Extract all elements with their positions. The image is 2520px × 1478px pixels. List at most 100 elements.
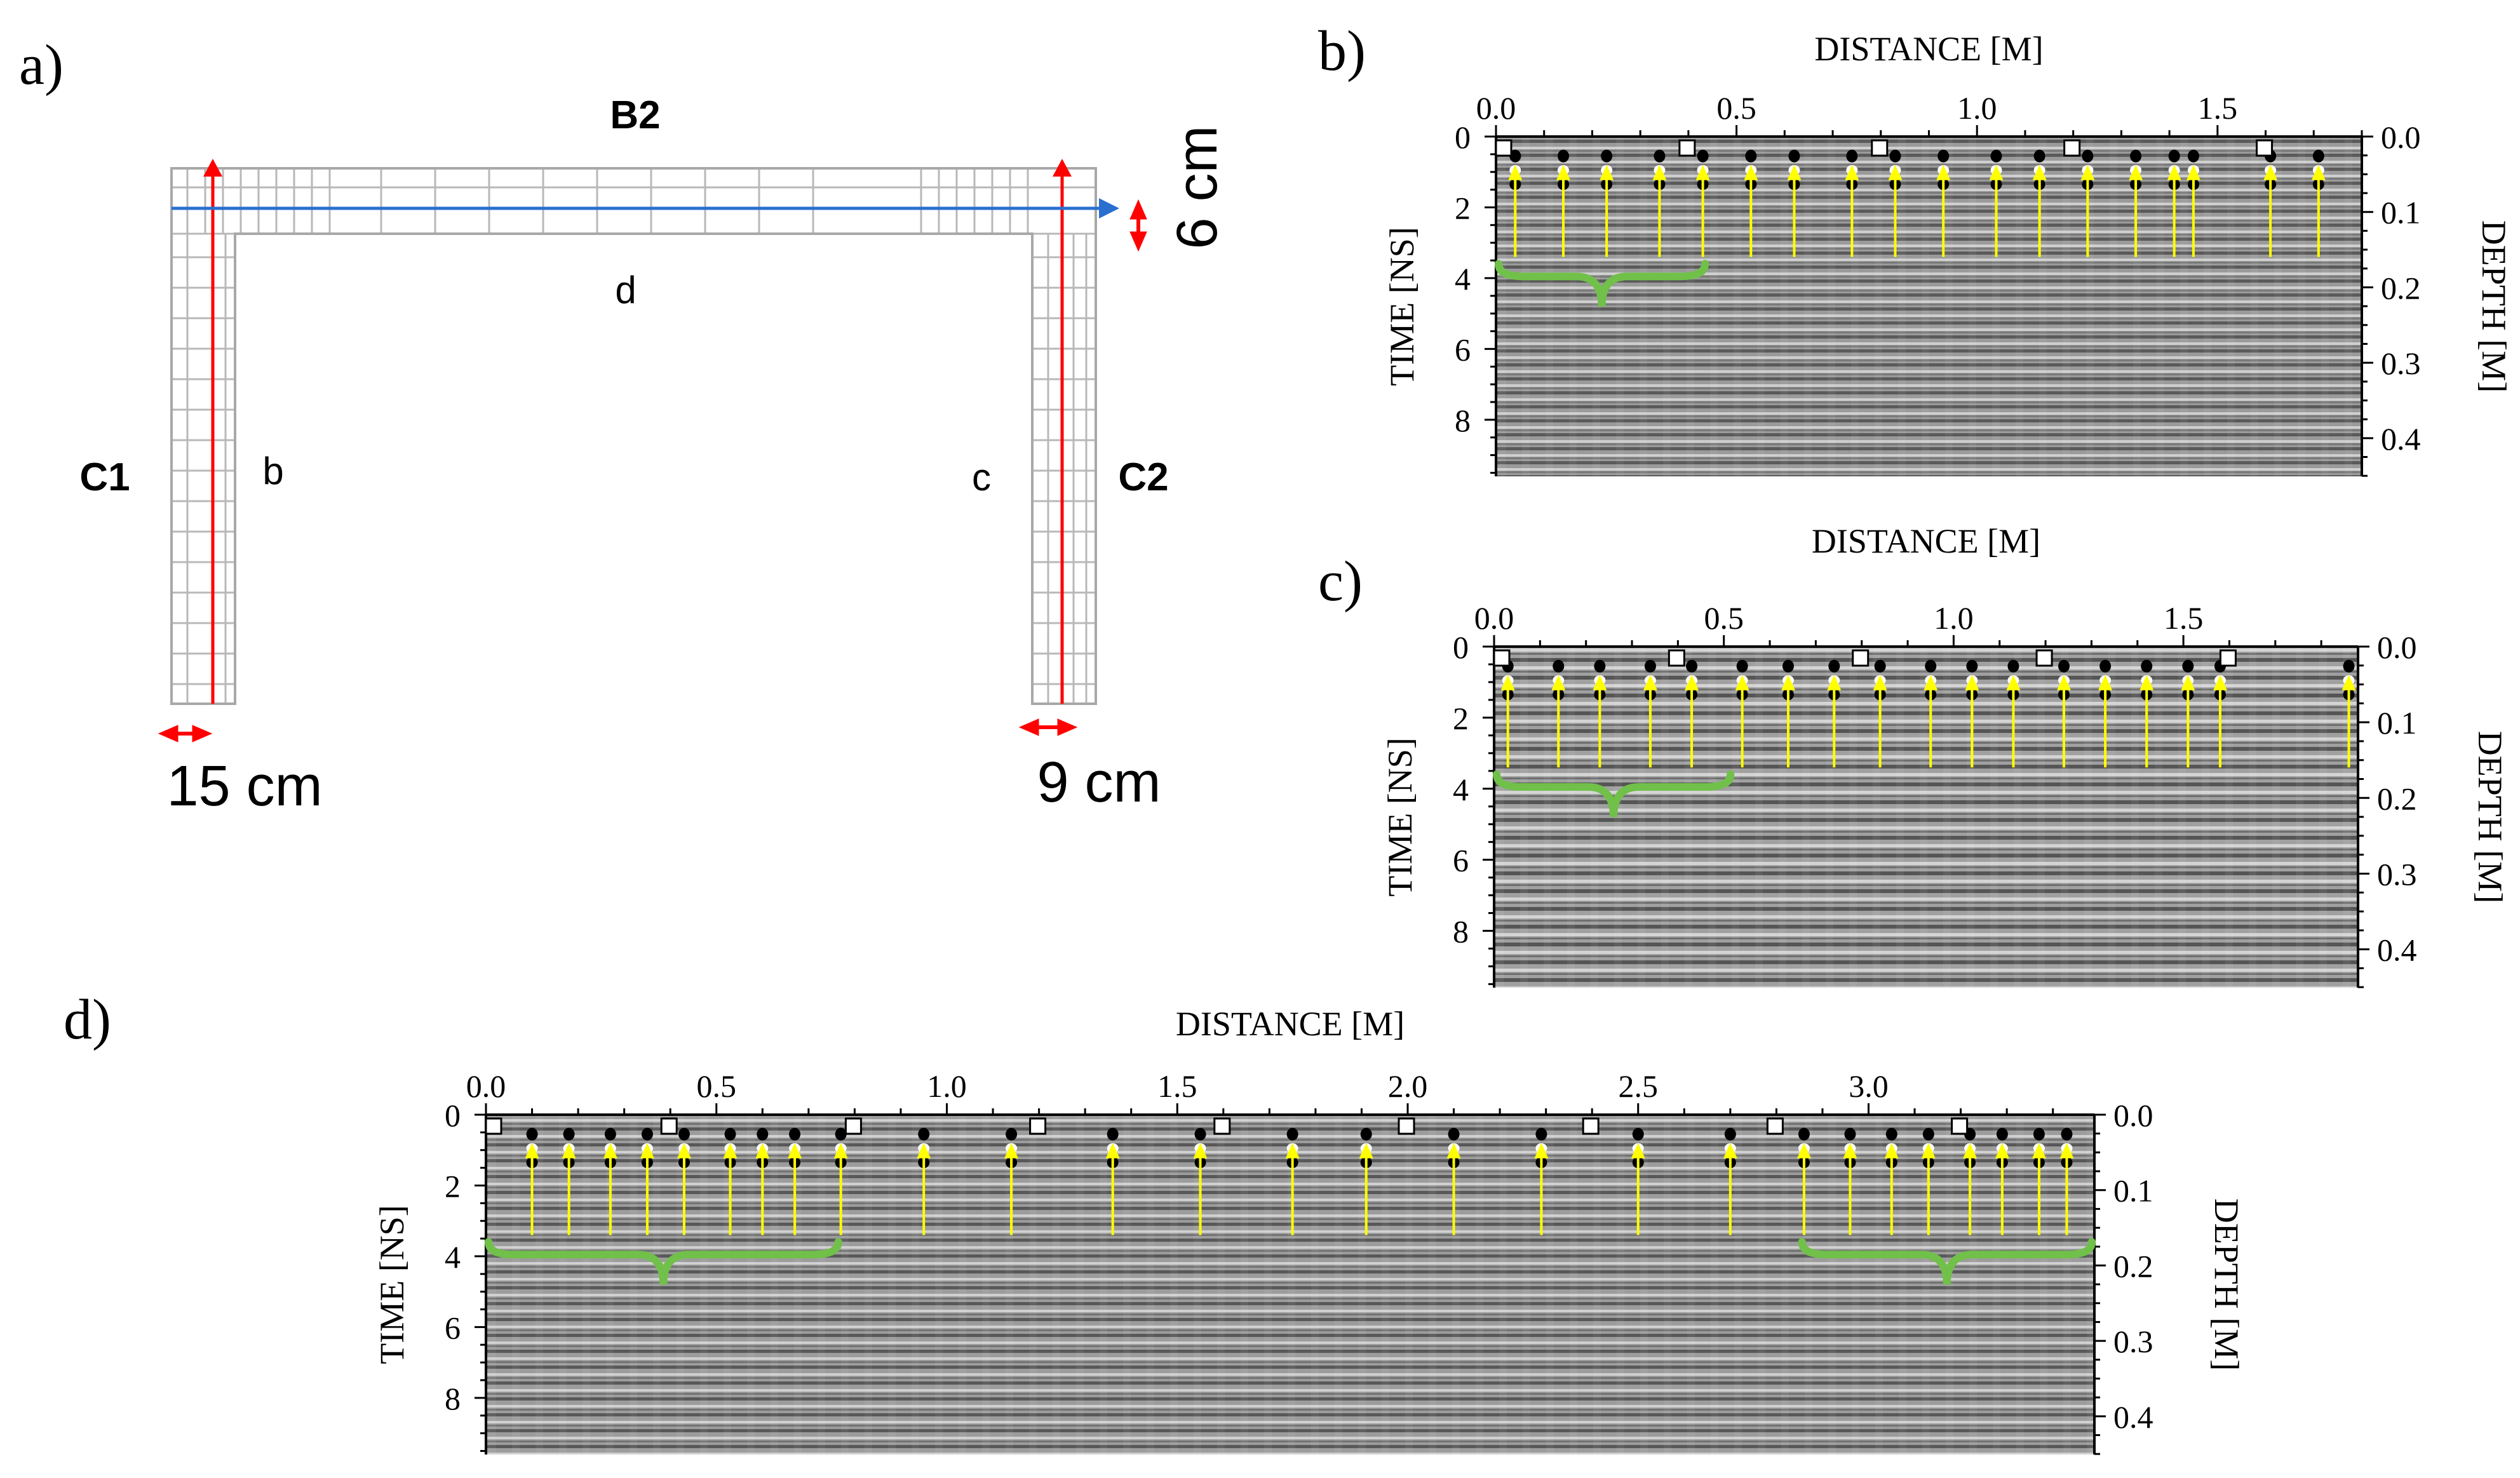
depth-tick-label: 0.2: [2381, 270, 2421, 306]
rebar-arrow: [1744, 165, 1758, 257]
distance-marker: [1213, 1117, 1231, 1135]
rebar-arrow: [1285, 1143, 1300, 1235]
distance-marker: [1668, 649, 1685, 667]
x-axis-title: DISTANCE [M]: [1812, 522, 2040, 560]
rebar-arrow: [2167, 165, 2181, 257]
rebar-arrow: [2031, 1143, 2046, 1235]
x-tick-label: 0.5: [1704, 600, 1744, 636]
rebar-arrow: [2006, 675, 2021, 768]
radargram-image: [1496, 137, 2362, 476]
depth-tick-label: 0.1: [2377, 705, 2417, 741]
x-axis-title: DISTANCE [M]: [1176, 1005, 1405, 1043]
x-tick-label: 1.0: [1957, 90, 1997, 126]
time-tick-label: 0: [1455, 119, 1471, 155]
depth-tick-label: 0.4: [2113, 1399, 2153, 1435]
rebar-arrow: [1593, 675, 1607, 768]
depth-tick-label: 0.0: [2377, 629, 2417, 665]
time-tick-label: 2: [1455, 190, 1471, 225]
rebar-arrow: [1787, 165, 1802, 257]
rebar-arrow: [2059, 1143, 2074, 1235]
rebar-arrow: [1500, 675, 1515, 768]
rebar-arrow: [640, 1143, 654, 1235]
time-tick-label: 4: [445, 1239, 461, 1275]
depth-tick-label: 0.4: [2381, 421, 2421, 457]
distance-marker: [1766, 1117, 1784, 1135]
distance-marker: [1951, 1117, 1969, 1135]
rebar-arrow: [1723, 1143, 1737, 1235]
panel-c-label: c): [1318, 550, 1363, 613]
scan-line-c: [1053, 159, 1072, 704]
x-tick-label: 0.0: [466, 1068, 506, 1104]
radargram-image: [486, 1115, 2094, 1454]
scan-line-b: [203, 159, 222, 704]
rebar-arrow: [1685, 675, 1699, 768]
x-tick-label: 0.0: [1474, 600, 1514, 636]
x-tick-label: 3.0: [1849, 1068, 1889, 1104]
panel-b-label: b): [1318, 20, 1366, 83]
distance-marker: [2219, 649, 2237, 667]
distance-marker: [1495, 139, 1513, 157]
distance-marker: [1029, 1117, 1047, 1135]
rebar-arrow: [1652, 165, 1667, 257]
distance-marker: [2256, 139, 2274, 157]
distance-marker: [1582, 1117, 1600, 1135]
x-tick-label: 0.5: [697, 1068, 737, 1104]
time-tick-label: 6: [1455, 332, 1471, 367]
x-tick-label: 2.0: [1388, 1068, 1428, 1104]
rebar-arrow: [1105, 1143, 1120, 1235]
depth-tick-label: 0.0: [2113, 1098, 2153, 1133]
x-tick-label: 0.0: [1476, 90, 1516, 126]
time-axis-title: TIME [NS]: [1381, 737, 1419, 896]
distance-marker: [1398, 1117, 1415, 1135]
rebar-arrow: [2080, 165, 2095, 257]
left-cover-dimension: 15 cm: [166, 755, 322, 818]
radargram-image: [1494, 647, 2358, 988]
depth-tick-label: 0.3: [2377, 856, 2417, 892]
rebar-arrow: [1359, 1143, 1373, 1235]
rebar-arrow: [1989, 165, 2004, 257]
time-axis-title: TIME [NS]: [373, 1205, 411, 1364]
green-brace: [1495, 260, 1709, 307]
rebar-arrow: [1551, 675, 1566, 768]
radargram-d: d) 0.0 0.5 1.0 1.5 2.0 2.5 3.0 DISTANCE [M] 0 2 4 6 8…: [64, 988, 2246, 1455]
rebar-arrow: [1965, 675, 1979, 768]
rebar-arrow: [2139, 675, 2154, 768]
depth-tick-label: 0.0: [2381, 119, 2421, 155]
rebar-arrow: [917, 1143, 931, 1235]
rebar-arrow: [833, 1143, 848, 1235]
distance-marker: [2063, 139, 2081, 157]
rebar-arrow: [1924, 675, 1938, 768]
x-tick-label: 1.0: [927, 1068, 967, 1104]
rebar-arrow: [525, 1143, 539, 1235]
distance-marker: [485, 1117, 502, 1135]
right-cover-dimension: 9 cm: [1037, 751, 1161, 814]
scan-line-d: [172, 198, 1119, 218]
depth-tick-label: 0.2: [2113, 1248, 2153, 1284]
time-tick-label: 0: [445, 1098, 461, 1133]
mesh-grid: [172, 168, 1096, 704]
frame-outline: [170, 167, 1097, 705]
depth-tick-label: 0.1: [2113, 1173, 2153, 1209]
rebar-arrow: [788, 1143, 802, 1235]
rebar-arrow: [1631, 1143, 1645, 1235]
beam-label: B2: [610, 93, 660, 137]
rebar-arrow: [1004, 1143, 1019, 1235]
panel-d-label: d): [64, 988, 111, 1051]
time-tick-label: 8: [1455, 403, 1471, 438]
depth-tick-label: 0.2: [2377, 781, 2417, 816]
panel-a-frame-diagram: a) B2 C1 C2 b c d: [19, 34, 1229, 818]
x-tick-label: 0.5: [1716, 90, 1756, 126]
distance-marker: [660, 1117, 678, 1135]
panel-a-label: a): [19, 34, 64, 97]
rebar-arrow: [2181, 675, 2195, 768]
rebar-arrow: [1508, 165, 1523, 257]
rebar-arrow: [1193, 1143, 1208, 1235]
profile-c-label: c: [972, 456, 991, 499]
rebar-arrow: [2186, 165, 2200, 257]
time-axis-title: TIME [NS]: [1383, 227, 1421, 386]
rebar-arrow: [1921, 1143, 1936, 1235]
time-tick-label: 2: [1453, 701, 1469, 736]
rebar-arrow: [1888, 165, 1903, 257]
top-cover-dimension: 6 cm: [1166, 125, 1229, 249]
